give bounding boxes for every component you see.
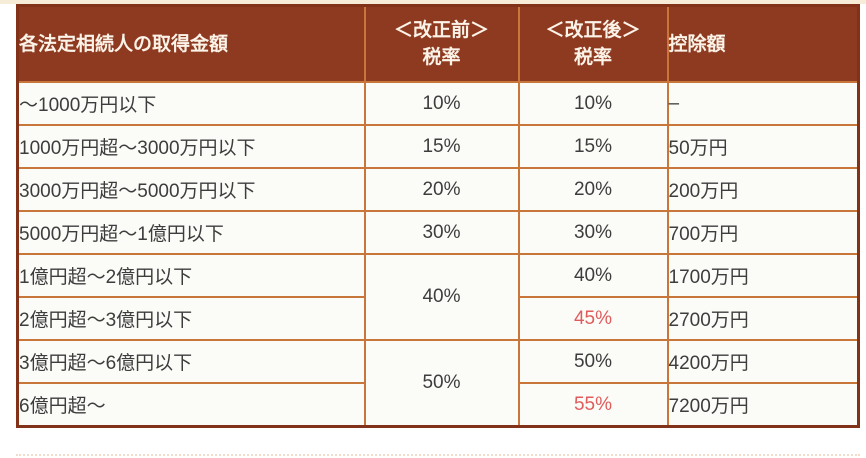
tax-rate-table: 各法定相続人の取得金額 ＜改正前＞ 税率 ＜改正後＞ 税率 控除額 ～1000万… [16, 4, 860, 428]
header-row: 各法定相続人の取得金額 ＜改正前＞ 税率 ＜改正後＞ 税率 控除額 [16, 4, 860, 83]
table-row: 1000万円超～3000万円以下 15% 15% 50万円 [16, 124, 860, 169]
deduction-cell: 7200万円 [666, 382, 860, 428]
rate-after-cell-highlighted: 55% [517, 382, 669, 428]
range-cell: 6億円超～ [16, 382, 366, 428]
rate-after-cell: 40% [517, 253, 669, 298]
rate-after-cell: 50% [517, 339, 669, 384]
range-cell: 1000万円超～3000万円以下 [16, 124, 366, 169]
rate-after-cell-highlighted: 45% [517, 296, 669, 341]
rate-before-merged-cell: 40% [363, 253, 520, 341]
rate-before-cell: 30% [363, 210, 520, 255]
header-after-line2: 税率 [573, 47, 612, 68]
table-row: 2億円超～3億円以下 45% 2700万円 [16, 296, 860, 341]
deduction-cell: 1700万円 [666, 253, 860, 298]
deduction-cell: 4200万円 [666, 339, 860, 384]
header-acquired-amount-label: 各法定相続人の取得金額 [19, 33, 229, 55]
range-cell: 1億円超～2億円以下 [16, 253, 366, 298]
rate-after-cell: 30% [517, 210, 669, 255]
header-before-line1: ＜改正前＞ [393, 20, 489, 41]
deduction-cell: 700万円 [666, 210, 860, 255]
rate-before-cell: 10% [363, 81, 520, 126]
top-edge-strip [0, 0, 866, 4]
table-header: 各法定相続人の取得金額 ＜改正前＞ 税率 ＜改正後＞ 税率 控除額 [16, 4, 860, 83]
rate-after-cell: 10% [517, 81, 669, 126]
rate-before-merged-cell: 50% [363, 339, 520, 428]
rate-before-cell: 15% [363, 124, 520, 169]
deduction-cell: 50万円 [666, 124, 860, 169]
table-row: 3000万円超～5000万円以下 20% 20% 200万円 [16, 167, 860, 212]
header-acquired-amount: 各法定相続人の取得金額 [16, 4, 366, 83]
table-row: 5000万円超～1億円以下 30% 30% 700万円 [16, 210, 860, 255]
deduction-cell: – [666, 81, 860, 126]
rate-before-cell: 20% [363, 167, 520, 212]
range-cell: 3億円超～6億円以下 [16, 339, 366, 384]
header-rate-before-revision: ＜改正前＞ 税率 [363, 4, 520, 83]
header-deduction: 控除額 [666, 4, 860, 83]
range-cell: 5000万円超～1億円以下 [16, 210, 366, 255]
range-cell: ～1000万円以下 [16, 81, 366, 126]
rate-after-cell: 15% [517, 124, 669, 169]
header-after-line1: ＜改正後＞ [545, 20, 641, 41]
header-rate-after-revision: ＜改正後＞ 税率 [517, 4, 669, 83]
range-cell: 2億円超～3億円以下 [16, 296, 366, 341]
deduction-cell: 2700万円 [666, 296, 860, 341]
table-row: 3億円超～6億円以下 50% 50% 4200万円 [16, 339, 860, 428]
rate-after-cell: 20% [517, 167, 669, 212]
table-row: ～1000万円以下 10% 10% – [16, 81, 860, 126]
range-cell: 3000万円超～5000万円以下 [16, 167, 366, 212]
table-row: 1億円超～2億円以下 40% 40% 1700万円 [16, 253, 860, 341]
bottom-divider [16, 454, 860, 456]
table-row: 6億円超～ 55% 7200万円 [16, 382, 860, 428]
table-body: ～1000万円以下 10% 10% – 1000万円超～3000万円以下 15%… [16, 81, 860, 428]
deduction-cell: 200万円 [666, 167, 860, 212]
header-before-line2: 税率 [422, 47, 461, 68]
header-deduction-label: 控除額 [668, 33, 726, 55]
